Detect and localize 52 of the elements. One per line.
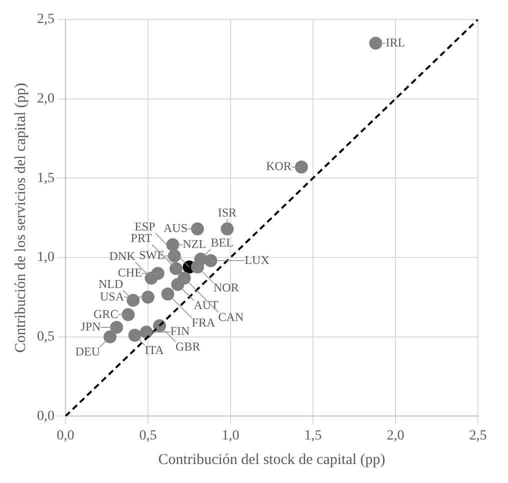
annotation: GBR — [176, 339, 200, 354]
y-tick-label: 1,0 — [37, 250, 54, 266]
point — [170, 262, 183, 276]
annotation: DEU — [75, 344, 100, 358]
annotation: CAN — [218, 310, 244, 324]
annotation: ISR — [218, 206, 237, 220]
x-tick-label: 1,0 — [222, 428, 240, 444]
annotation: KOR — [266, 159, 292, 174]
y-tick-label: 0,0 — [37, 408, 54, 424]
annotation: JPN — [80, 319, 101, 334]
point — [126, 294, 140, 307]
x-tick-label: 1,5 — [304, 428, 322, 444]
annotation: ESP — [134, 220, 156, 234]
point — [178, 272, 191, 285]
point — [128, 328, 142, 342]
annotation: AUS — [163, 221, 188, 236]
point — [220, 222, 234, 236]
point — [191, 260, 204, 274]
x-tick-label: 0,0 — [56, 428, 74, 444]
point — [369, 36, 382, 50]
annotation: PRT — [130, 231, 153, 246]
x-tick-label: 2,5 — [469, 428, 487, 444]
annotation: USA — [100, 289, 124, 304]
annotation: NOR — [213, 280, 239, 295]
point — [204, 254, 218, 268]
y-tick-label: 0,5 — [37, 330, 54, 345]
x-tick-label: 2,0 — [386, 428, 404, 444]
annotation: FIN — [170, 324, 190, 338]
point — [161, 287, 174, 300]
point — [168, 249, 181, 262]
annotation: BEL — [210, 236, 234, 250]
annotation: FRA — [192, 316, 216, 330]
annotation: GRC — [94, 306, 118, 321]
point — [110, 320, 124, 334]
point — [104, 330, 117, 344]
point — [122, 308, 135, 322]
x-tick-label: 0,5 — [139, 428, 157, 444]
point — [142, 290, 154, 304]
annotation: ITA — [144, 342, 164, 357]
annotation: SWE — [139, 248, 164, 262]
y-tick-label: 2,5 — [37, 12, 54, 28]
point — [191, 222, 204, 236]
point — [294, 160, 308, 174]
y-tick-label: 1,5 — [37, 170, 54, 186]
annotation: IRL — [386, 35, 406, 50]
annotation: NZL — [182, 236, 206, 251]
x-axis-title: Contribución del stock de capital (pp) — [158, 452, 386, 468]
annotation: DNK — [109, 248, 136, 263]
y-axis-title: Contribución de los servicios del capital (pp) — [12, 82, 29, 353]
point — [144, 272, 158, 285]
annotation: LUX — [244, 252, 270, 267]
y-tick-label: 2,0 — [37, 91, 54, 106]
